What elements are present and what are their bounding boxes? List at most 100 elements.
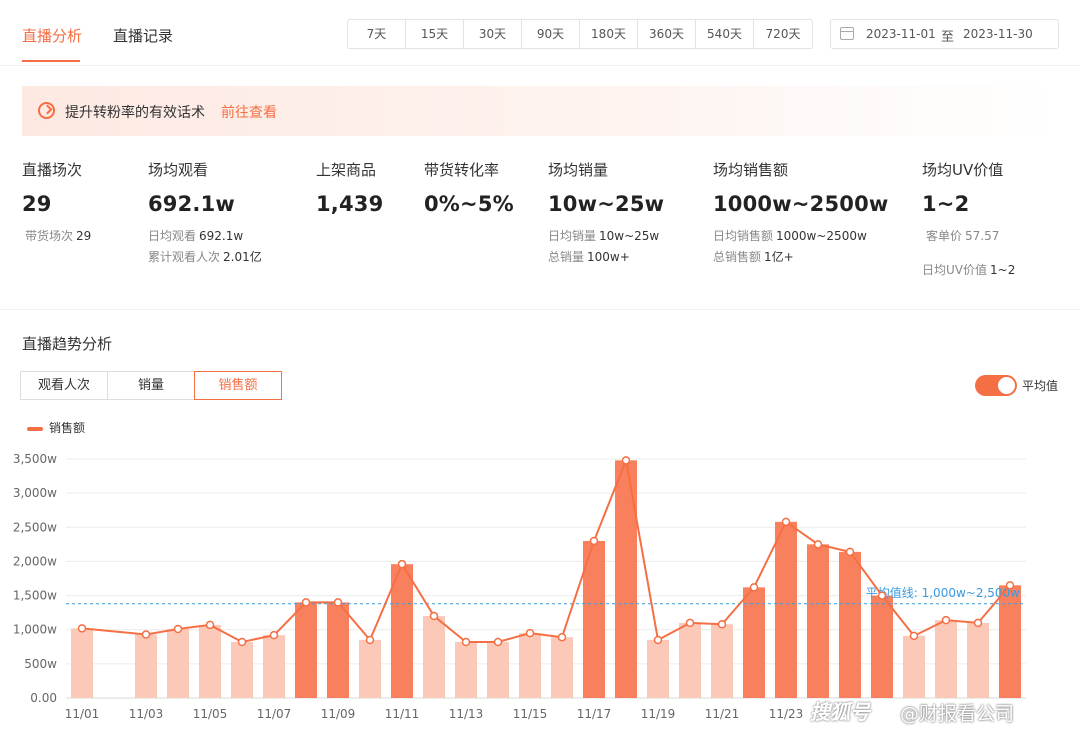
bar bbox=[999, 585, 1021, 698]
tab-live-records[interactable]: 直播记录 bbox=[113, 27, 174, 45]
stat-conversion-rate: 带货转化率 0%~5% bbox=[424, 159, 514, 216]
bar bbox=[71, 628, 93, 698]
stat-value: 692.1w bbox=[148, 192, 236, 216]
data-point bbox=[653, 635, 663, 645]
data-point bbox=[301, 598, 311, 607]
range-720-days[interactable]: 720天 bbox=[765, 27, 801, 41]
series-line bbox=[81, 456, 1011, 644]
data-point bbox=[141, 630, 151, 639]
data-point bbox=[845, 547, 855, 557]
stat-sub-value: 29 bbox=[76, 229, 92, 243]
stat-sub-value: 1亿+ bbox=[764, 250, 794, 264]
top-bar: 直播分析 直播记录 7天 15天 30天 90天 180天 360天 540天 … bbox=[0, 0, 1080, 66]
range-30-days[interactable]: 30天 bbox=[464, 20, 522, 48]
data-point bbox=[781, 517, 791, 527]
banner-link[interactable]: 前往查看 bbox=[221, 105, 277, 121]
y-tick-label: 1,500w bbox=[13, 589, 57, 603]
calendar-icon bbox=[840, 27, 854, 40]
average-line-label: 平均值线: 1,000w~2,500w bbox=[866, 585, 1020, 600]
bar bbox=[615, 460, 637, 698]
average-toggle[interactable] bbox=[975, 375, 1017, 396]
data-point bbox=[77, 624, 87, 633]
stat-sub-value: 2.01亿 bbox=[223, 250, 262, 264]
data-point bbox=[1005, 581, 1015, 590]
range-90-days[interactable]: 90天 bbox=[522, 20, 580, 48]
data-point bbox=[909, 631, 919, 641]
stat-value: 0%~5% bbox=[424, 192, 514, 216]
data-point bbox=[621, 456, 631, 465]
legend-label: 销售额 bbox=[49, 421, 86, 435]
compass-icon bbox=[38, 102, 55, 119]
date-end[interactable]: 2023-11-30 bbox=[963, 27, 1033, 41]
bar bbox=[935, 620, 957, 698]
stat-sub: 客单价 57.57 日均UV价值 1~2 bbox=[922, 219, 1015, 287]
x-tick-label: 11/11 bbox=[385, 707, 420, 721]
segment-sales-amount[interactable]: 销售额 bbox=[194, 371, 282, 400]
stat-sub-key: 带货场次 bbox=[25, 229, 74, 243]
bar bbox=[263, 635, 285, 698]
stat-value: 1,439 bbox=[316, 192, 384, 216]
stat-value: 10w~25w bbox=[548, 192, 665, 216]
range-7-days[interactable]: 7天 bbox=[348, 20, 406, 48]
range-15-days[interactable]: 15天 bbox=[406, 20, 464, 48]
stat-avg-sales-amount: 场均销售额 1000w~2500w 日均销售额 1000w~2500w 总销售额 1… bbox=[713, 159, 889, 268]
data-point bbox=[813, 540, 823, 549]
bar bbox=[135, 634, 157, 698]
bar bbox=[423, 616, 445, 698]
bar bbox=[327, 602, 349, 698]
data-point bbox=[557, 632, 567, 642]
bar bbox=[231, 642, 253, 698]
data-point bbox=[333, 598, 343, 607]
data-point bbox=[877, 591, 887, 600]
stat-sub-value: 100w+ bbox=[587, 250, 630, 264]
stat-sub: 日均观看 692.1w 累计观看人次 2.01亿 bbox=[148, 226, 262, 268]
range-360-days[interactable]: 360天 bbox=[638, 20, 696, 48]
segment-sales-volume[interactable]: 销量 bbox=[107, 371, 195, 400]
stat-sub: 日均销量 10w~25w 总销量 100w+ bbox=[548, 226, 664, 268]
segment-views[interactable]: 观看人次 bbox=[20, 371, 108, 400]
data-point bbox=[461, 637, 471, 647]
bar bbox=[455, 642, 477, 698]
x-tick-label: 11/03 bbox=[129, 707, 164, 721]
tip-banner: 提升转粉率的有效话术 前往查看 bbox=[22, 86, 1058, 136]
date-start[interactable]: 2023-11-01 bbox=[866, 27, 936, 41]
bar bbox=[391, 564, 413, 698]
data-point bbox=[717, 620, 727, 629]
average-toggle-label: 平均值 bbox=[1022, 379, 1059, 393]
sales-trend-chart: 0.00 500w 1,000w 1,500w 2,000w 2,500w 3,000w 3,… bbox=[13, 452, 1026, 721]
tab-live-analysis[interactable]: 直播分析 bbox=[22, 27, 83, 45]
chart-legend[interactable]: 销售额 bbox=[27, 419, 85, 436]
y-tick-label: 2,000w bbox=[13, 554, 57, 568]
bar bbox=[679, 622, 701, 698]
stat-sub-key: 日均UV价值 bbox=[922, 263, 987, 277]
data-point bbox=[397, 559, 407, 569]
y-tick-label: 0.00 bbox=[30, 691, 57, 705]
bar bbox=[583, 540, 605, 698]
stat-sub-key: 总销量 bbox=[548, 250, 585, 264]
toggle-knob bbox=[998, 377, 1015, 394]
data-point bbox=[749, 583, 759, 592]
stat-sub-key: 总销售额 bbox=[713, 250, 762, 264]
stat-avg-views: 场均观看 692.1w 日均观看 692.1w 累计观看人次 2.01亿 bbox=[148, 159, 262, 268]
section-divider bbox=[0, 309, 1080, 310]
bar bbox=[903, 635, 925, 698]
bar bbox=[167, 629, 189, 698]
range-540-days[interactable]: 540天 bbox=[696, 20, 754, 48]
data-point bbox=[685, 618, 695, 628]
date-separator: 至 bbox=[941, 30, 955, 45]
bar bbox=[519, 633, 541, 698]
watermark-logo: 搜狐号 bbox=[810, 700, 870, 724]
data-point bbox=[973, 618, 983, 628]
date-range-picker[interactable]: 2023-11-01 至 2023-11-30 bbox=[830, 19, 1059, 49]
bar bbox=[359, 639, 381, 698]
stat-sub-value: 57.57 bbox=[965, 229, 1000, 243]
data-point bbox=[941, 615, 951, 625]
bar bbox=[807, 544, 829, 698]
bar bbox=[743, 587, 765, 698]
stat-label: 场均观看 bbox=[148, 161, 209, 179]
range-180-days[interactable]: 180天 bbox=[580, 20, 638, 48]
stat-listed-products: 上架商品 1,439 bbox=[316, 159, 383, 216]
data-point bbox=[205, 620, 215, 630]
data-point bbox=[237, 637, 247, 647]
watermark-author: @财报看公司 bbox=[900, 703, 1015, 725]
